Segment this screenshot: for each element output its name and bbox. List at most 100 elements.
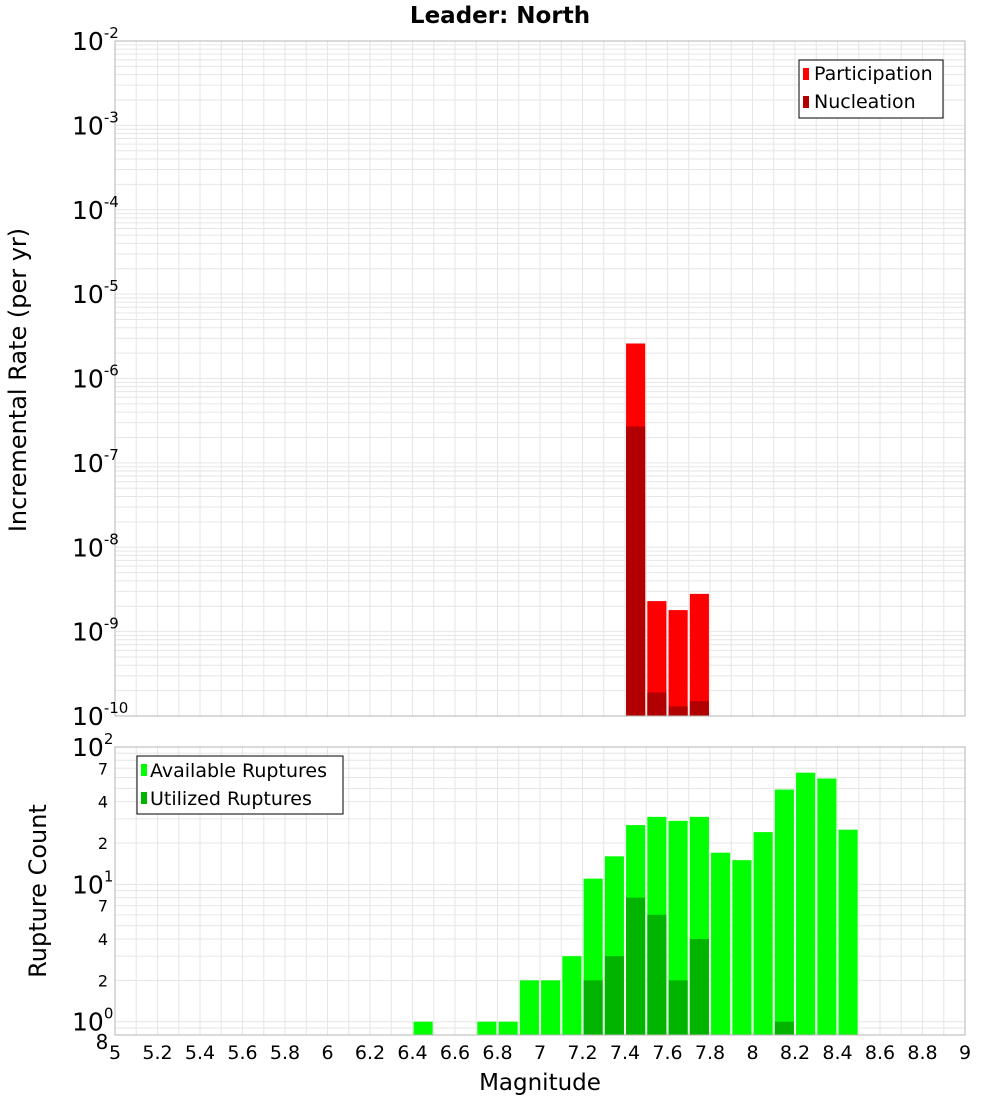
y-tick-exponent: -10	[104, 699, 129, 717]
y-tick-exponent: 2	[104, 730, 114, 748]
y-tick-label: 101	[72, 867, 113, 899]
x-tick-label: 6.8	[482, 1042, 512, 1064]
incremental-rate-frame	[114, 40, 966, 717]
y-tick-label: 4	[98, 793, 108, 812]
bar-available-ruptures	[796, 772, 816, 1035]
legend-label-utilized: Utilized Ruptures	[150, 788, 312, 810]
x-tick-label: 8.4	[822, 1042, 852, 1064]
incremental-rate-bars	[626, 343, 709, 716]
bar-utilized-ruptures	[689, 939, 709, 1035]
y-tick-label: 10-6	[72, 362, 119, 394]
y-tick-label: 10-8	[72, 530, 119, 562]
bar-available-ruptures	[562, 956, 582, 1035]
bar-nucleation	[647, 692, 667, 716]
bar-utilized-ruptures	[774, 1021, 794, 1035]
legend-label-participation: Participation	[814, 63, 933, 85]
magnitude-x-tick-labels: 5 5.2 5.4 5.6 5.8 6 6.2 6.4 6.6 6.8 7 7.2 7.4 7.6 7.8 8…	[109, 1042, 971, 1064]
x-tick-label: 8.2	[780, 1042, 810, 1064]
y-tick-exponent: -8	[104, 530, 119, 548]
bar-available-ruptures	[817, 778, 837, 1035]
x-tick-label: 7	[534, 1042, 546, 1064]
bar-utilized-ruptures	[668, 980, 688, 1035]
x-tick-label: 5.6	[227, 1042, 257, 1064]
legend-swatch-nucleation	[803, 96, 809, 108]
x-tick-label: 6.6	[440, 1042, 470, 1064]
incremental-rate-grid	[115, 40, 965, 717]
legend-swatch-participation	[803, 68, 809, 80]
x-axis-label: Magnitude	[479, 1070, 601, 1096]
y-tick-label: 10-3	[72, 108, 119, 140]
y-tick-label: 102	[72, 730, 113, 762]
rupture-count-frame	[114, 746, 966, 1036]
bar-utilized-ruptures	[604, 956, 624, 1035]
x-tick-label: 8.6	[865, 1042, 895, 1064]
x-tick-label: 7.2	[567, 1042, 597, 1064]
bar-nucleation	[626, 426, 646, 716]
rupture-count-legend: Available Ruptures Utilized Ruptures	[136, 755, 344, 815]
bar-nucleation	[668, 706, 688, 716]
legend-swatch-utilized	[141, 792, 147, 804]
bar-utilized-ruptures	[583, 980, 603, 1035]
incremental-rate-panel: 10-10 10-9 10-8 10-7 10-6 10-5 10-4 10-3 10-2 In…	[4, 24, 966, 731]
y-tick-label: 10-9	[72, 615, 119, 647]
incremental-rate-y-tick-labels: 10-10 10-9 10-8 10-7 10-6 10-5 10-4 10-3 10-2	[72, 24, 128, 731]
y-tick-label: 10-5	[72, 277, 119, 309]
x-tick-label: 6.2	[355, 1042, 385, 1064]
legend-label-nucleation: Nucleation	[814, 91, 916, 113]
y-tick-exponent: -7	[104, 446, 119, 464]
rupture-count-y-axis-label: Rupture Count	[24, 804, 52, 978]
bar-participation	[668, 610, 688, 716]
y-tick-label: 4	[98, 930, 108, 949]
bar-available-ruptures	[413, 1021, 433, 1035]
bar-utilized-ruptures	[626, 897, 646, 1035]
bar-available-ruptures	[774, 789, 794, 1035]
x-tick-label: 7.6	[652, 1042, 682, 1064]
y-tick-label: 10-4	[72, 193, 119, 225]
y-tick-exponent: -2	[104, 24, 119, 42]
bar-available-ruptures	[498, 1021, 518, 1035]
bar-available-ruptures	[838, 829, 858, 1035]
y-tick-exponent: -9	[104, 615, 119, 633]
incremental-rate-legend: Participation Nucleation	[798, 59, 944, 119]
legend-box	[798, 59, 944, 119]
x-tick-label: 9	[959, 1042, 971, 1064]
y-tick-exponent: 0	[104, 1005, 114, 1023]
rupture-count-bars	[413, 772, 858, 1035]
legend-swatch-available	[141, 764, 147, 776]
y-tick-label: 10-7	[72, 446, 119, 478]
bar-available-ruptures	[477, 1021, 497, 1035]
bar-available-ruptures	[519, 980, 539, 1035]
incremental-rate-y-axis-label: Incremental Rate (per yr)	[4, 228, 32, 532]
y-tick-exponent: -3	[104, 108, 119, 126]
bar-available-ruptures	[541, 980, 561, 1035]
x-tick-label: 8	[746, 1042, 758, 1064]
bar-participation	[689, 593, 709, 716]
legend-label-available: Available Ruptures	[150, 760, 327, 782]
y-tick-label: 10-10	[72, 699, 128, 731]
y-tick-exponent: -5	[104, 277, 119, 295]
y-tick-label: 7	[98, 759, 108, 778]
legend-box	[136, 755, 344, 815]
chart-title: Leader: North	[410, 3, 590, 29]
y-tick-exponent: 1	[104, 867, 114, 885]
bar-participation	[647, 601, 667, 716]
x-tick-label: 7.4	[610, 1042, 640, 1064]
x-tick-label: 5	[109, 1042, 121, 1064]
x-tick-label: 5.4	[185, 1042, 215, 1064]
x-tick-label: 5.8	[270, 1042, 300, 1064]
x-tick-label: 5.2	[142, 1042, 172, 1064]
y-tick-exponent: -6	[104, 362, 119, 380]
y-tick-label: 7	[98, 897, 108, 916]
x-tick-label: 8.8	[907, 1042, 937, 1064]
y-tick-exponent: -4	[104, 193, 119, 211]
bar-available-ruptures	[753, 832, 773, 1035]
bar-available-ruptures	[732, 860, 752, 1035]
bar-utilized-ruptures	[647, 914, 667, 1035]
x-tick-label: 7.8	[695, 1042, 725, 1064]
x-tick-label: 6	[321, 1042, 333, 1064]
y-tick-label: 8	[96, 1030, 109, 1054]
y-tick-label: 10-2	[72, 24, 119, 56]
